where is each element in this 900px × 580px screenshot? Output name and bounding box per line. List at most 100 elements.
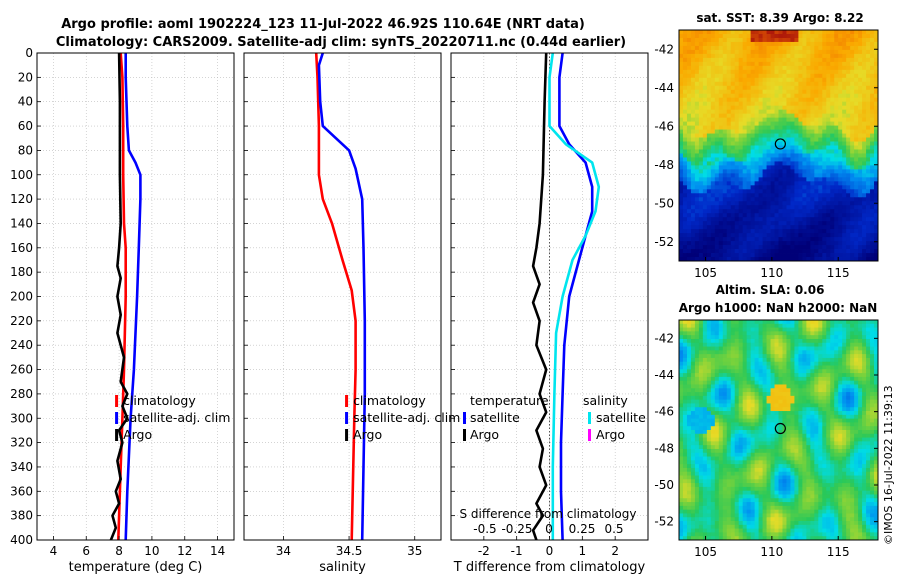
- map-cell: [802, 237, 807, 242]
- map-cell: [818, 331, 823, 336]
- map-cell: [778, 354, 783, 359]
- map-cell: [798, 221, 803, 226]
- map-cell: [810, 233, 815, 238]
- map-cell: [706, 441, 712, 446]
- map-cell: [774, 346, 779, 351]
- map-cell: [870, 45, 875, 51]
- map-cell: [770, 189, 775, 194]
- map-cell: [778, 41, 783, 47]
- map-cell: [758, 395, 763, 401]
- map-cell: [718, 357, 724, 363]
- map-cell: [714, 411, 720, 416]
- map-cell: [842, 327, 847, 332]
- map-cell: [778, 65, 783, 71]
- map-cell: [730, 85, 736, 91]
- map-cell: [782, 448, 787, 454]
- map-cell: [838, 41, 843, 47]
- map-cell: [686, 133, 692, 138]
- map-cell: [734, 105, 740, 111]
- map-cell: [782, 249, 787, 254]
- map-cell: [822, 57, 827, 63]
- map-cell: [834, 121, 839, 126]
- map-cell: [814, 384, 819, 389]
- map-cell: [690, 77, 696, 83]
- map-cell: [734, 320, 740, 325]
- map-cell: [810, 77, 815, 83]
- map-cell: [742, 37, 748, 43]
- map-cell: [834, 331, 839, 336]
- map-cell: [702, 380, 708, 385]
- map-cell: [814, 426, 819, 431]
- map-cell: [770, 350, 775, 355]
- map-cell: [826, 53, 831, 59]
- y-tick-label: -46: [654, 119, 674, 133]
- map-cell: [726, 161, 732, 166]
- map-cell: [854, 388, 859, 393]
- map-cell: [766, 323, 771, 328]
- map-cell: [734, 257, 740, 262]
- map-cell: [746, 399, 752, 404]
- map-cell: [774, 141, 779, 146]
- map-cell: [762, 69, 767, 75]
- map-cell: [846, 323, 851, 328]
- map-cell: [694, 145, 700, 150]
- map-cell: [722, 331, 728, 336]
- map-cell: [834, 197, 839, 202]
- map-cell: [682, 245, 688, 250]
- map-cell: [758, 85, 763, 91]
- map-cell: [682, 81, 688, 87]
- map-cell: [698, 169, 704, 174]
- map-cell: [686, 229, 692, 234]
- map-cell: [782, 109, 787, 115]
- map-cell: [786, 93, 791, 99]
- map-cell: [854, 181, 859, 186]
- map-cell: [778, 249, 783, 254]
- map-cell: [874, 403, 879, 408]
- map-cell: [758, 407, 763, 412]
- map-cell: [682, 129, 688, 134]
- map-cell: [814, 369, 819, 374]
- map-cell: [874, 407, 879, 412]
- map-cell: [826, 331, 831, 336]
- map-cell: [850, 37, 855, 43]
- map-cell: [810, 205, 815, 210]
- map-cell: [786, 338, 791, 344]
- map-cell: [714, 117, 720, 122]
- map-cell: [722, 133, 728, 138]
- x-tick-label: 110: [760, 266, 783, 280]
- map-cell: [686, 193, 692, 198]
- map-cell: [679, 177, 684, 182]
- map-cell: [758, 384, 763, 389]
- map-cell: [838, 452, 843, 457]
- map-cell: [726, 125, 732, 130]
- map-cell: [750, 37, 756, 43]
- map-cell: [718, 422, 724, 427]
- map-cell: [758, 403, 763, 408]
- map-cell: [742, 445, 748, 450]
- map-cell: [738, 237, 744, 242]
- map-cell: [814, 323, 819, 328]
- map-cell: [806, 437, 811, 442]
- map-cell: [710, 93, 716, 99]
- map-cell: [858, 399, 863, 404]
- map-cell: [806, 213, 811, 218]
- map-cell: [766, 369, 771, 374]
- map-cell: [778, 97, 783, 103]
- map-cell: [822, 30, 827, 35]
- map-cell: [782, 157, 787, 162]
- map-cell: [706, 117, 712, 122]
- map-cell: [802, 205, 807, 210]
- map-cell: [846, 30, 851, 35]
- map-cell: [866, 129, 871, 134]
- map-cell: [726, 61, 732, 67]
- map-cell: [742, 105, 748, 111]
- map-cell: [842, 249, 847, 254]
- map-cell: [854, 109, 859, 115]
- map-cell: [846, 395, 851, 401]
- map-cell: [694, 342, 700, 347]
- map-cell: [854, 93, 859, 99]
- map-cell: [750, 97, 756, 103]
- map-cell: [746, 327, 752, 332]
- map-cell: [838, 73, 843, 79]
- difference-panel: -2 -1 0 1 2T difference from climatologytemp…: [450, 52, 649, 575]
